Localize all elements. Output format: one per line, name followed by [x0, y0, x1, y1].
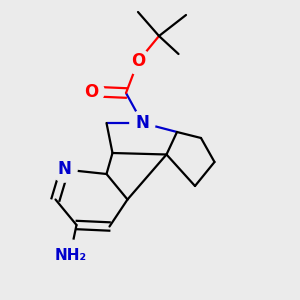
Text: NH₂: NH₂: [54, 248, 87, 262]
Text: N: N: [58, 160, 71, 178]
Circle shape: [79, 79, 104, 104]
Circle shape: [56, 240, 86, 270]
Text: O: O: [131, 52, 145, 70]
Text: O: O: [84, 82, 99, 100]
Circle shape: [130, 110, 155, 136]
Circle shape: [52, 157, 77, 182]
Text: N: N: [136, 114, 149, 132]
Circle shape: [125, 49, 151, 74]
